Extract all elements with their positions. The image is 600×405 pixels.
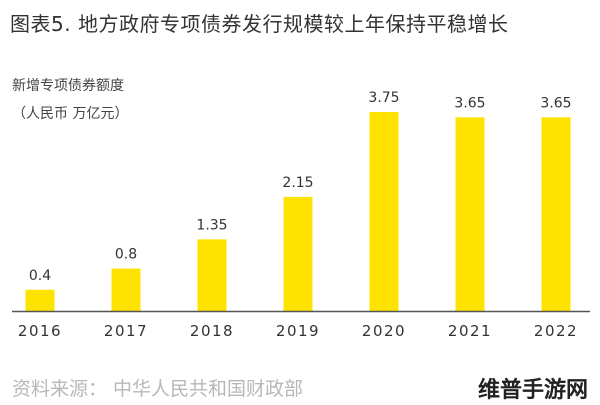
- data-label-2020: 3.75: [368, 90, 399, 106]
- x-tick-label-2017: 2017: [104, 322, 148, 340]
- data-label-2019: 2.15: [282, 175, 313, 191]
- y-axis-label-line1: 新增专项债券额度: [12, 78, 124, 94]
- bar-2022: [541, 117, 571, 311]
- source-note: 资料来源： 中华人民共和国财政部: [12, 378, 304, 400]
- x-tick-label-2016: 2016: [18, 322, 62, 340]
- chart-title: 图表5. 地方政府专项债券发行规模较上年保持平稳增长: [10, 12, 509, 36]
- data-label-2022: 3.65: [540, 95, 571, 111]
- bar-2018: [197, 239, 227, 311]
- bar-2021: [455, 117, 485, 311]
- x-tick-label-2018: 2018: [190, 322, 234, 340]
- x-tick-label-2020: 2020: [362, 322, 406, 340]
- data-label-2018: 1.35: [196, 217, 227, 233]
- data-label-2016: 0.4: [29, 268, 51, 284]
- bar-2017: [111, 268, 141, 311]
- x-tick-label-2019: 2019: [276, 322, 320, 340]
- data-label-2017: 0.8: [115, 247, 137, 263]
- y-axis-label-line2: （人民币 万亿元）: [12, 106, 129, 122]
- y-axis-label: 新增专项债券额度 （人民币 万亿元）: [12, 72, 128, 128]
- bar-2020: [369, 112, 399, 311]
- x-tick-label-2022: 2022: [534, 322, 578, 340]
- data-label-2021: 3.65: [454, 95, 485, 111]
- watermark-text: 维普手游网: [477, 378, 588, 403]
- x-tick-label-2021: 2021: [448, 322, 492, 340]
- bar-2016: [25, 289, 55, 311]
- bar-2019: [283, 196, 313, 311]
